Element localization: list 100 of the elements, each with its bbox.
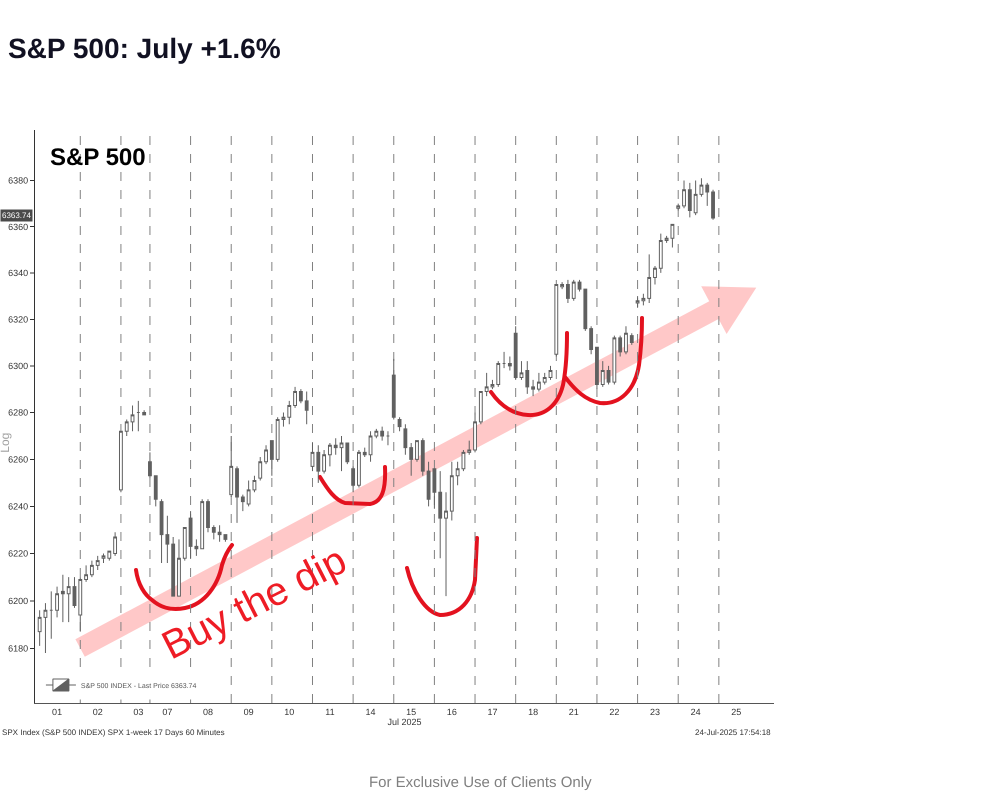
candlestick [700,178,704,198]
candlestick [542,372,547,385]
candlestick [670,224,674,248]
candlestick [682,180,686,209]
candlestick [502,351,506,369]
candlestick [525,360,530,394]
x-tick-label: 01 [52,706,62,717]
candlestick [351,466,356,493]
candlestick [566,279,570,304]
candlestick [322,450,326,474]
candlestick [160,498,164,564]
candlestick [647,254,652,304]
candlestick [194,538,198,556]
y-tick-label: 6360 [8,222,28,232]
candlestick [606,365,610,385]
candlestick [392,358,396,420]
candlestick [252,475,256,493]
y-tick-label: 6260 [8,454,28,465]
candlestick [206,498,210,533]
candlestick [630,332,634,346]
candlestick [450,461,454,521]
candlestick [38,610,42,646]
y-tick-label: 6240 [8,502,28,512]
candlestick [624,326,628,355]
candlestick [676,203,680,211]
x-tick-label: 02 [92,706,103,717]
candlestick [536,372,541,392]
candlestick [200,498,204,550]
x-tick-label: 07 [162,706,172,717]
x-tick-label: 10 [284,706,294,717]
candlestick [572,279,576,302]
x-tick-label: 15 [406,706,416,717]
y-tick-label: 6280 [8,408,28,418]
chart-title: S&P 500: July +1.6% [8,32,281,64]
candlestick [554,284,558,358]
candlestick [223,534,228,542]
candlestick [658,233,663,274]
candlestick [90,560,94,578]
candlestick [508,356,512,372]
candlestick [357,450,361,488]
y-tick-label: 6220 [8,548,28,559]
candlestick [520,360,524,380]
candlestick [102,553,106,564]
candlestick [177,538,181,597]
candlestick [282,412,286,428]
candlestick [229,435,234,498]
x-tick-label: 11 [325,706,335,717]
candlestick [362,447,367,458]
candlestick [148,452,152,479]
candlestick [409,442,414,476]
candlestick [118,430,123,493]
candlestick [490,379,494,390]
candlestick [705,182,710,206]
candlestick [66,576,71,623]
candlestick [235,466,239,524]
x-tick-label: 25 [731,706,742,717]
candlestick [578,279,582,292]
candlestick [548,365,552,380]
x-tick-label: 14 [366,706,376,717]
candlestick [467,440,472,456]
candlestick [641,293,646,306]
candlestick [438,470,442,559]
candlestick [415,440,419,462]
x-tick-label: 03 [133,706,144,717]
candlestick [496,360,500,388]
candlestick [711,189,715,220]
candlestick [49,590,54,640]
candlestick [531,379,536,397]
y-tick-label: 6340 [8,268,28,278]
candlestick [78,576,82,632]
candlestick [514,326,518,380]
text: 24-Jul-2025 17:54:18 [695,728,772,737]
candlestick [334,438,338,456]
x-tick-label: 22 [609,706,620,717]
text: For Exclusive Use of Clients Only [369,774,592,791]
candlestick [456,461,460,486]
text: 6363.74 [2,211,32,220]
candlestick [386,430,390,446]
candlestick [426,461,431,507]
x-tick-label: 21 [568,706,579,717]
candlestick [154,475,158,507]
x-tick-label: 09 [244,706,254,717]
candlestick [304,391,309,425]
x-tick-label: 24 [690,706,701,717]
candlestick [293,386,297,408]
candlestick [264,444,268,465]
candlestick [664,235,669,244]
candlestick [600,360,605,388]
candlestick [403,424,408,456]
candlestick [130,405,134,432]
candlestick [636,296,640,308]
candlestick [182,527,187,562]
y-axis-title: Log [0,432,12,453]
candlestick [340,435,344,472]
candlestick [142,410,146,416]
x-axis-title: Jul 2025 [387,716,422,727]
candlestick [107,550,112,562]
candlestick [328,442,332,467]
text: S&P 500 [50,144,146,171]
candlestick [44,602,48,654]
